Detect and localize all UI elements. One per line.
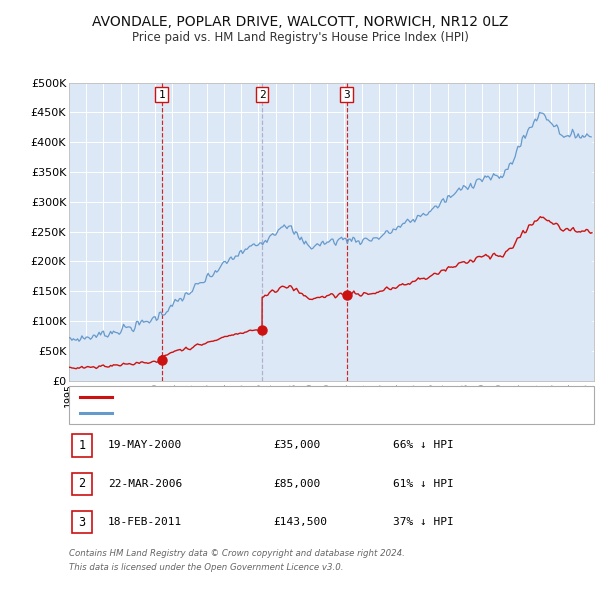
Text: £35,000: £35,000 xyxy=(273,441,320,450)
Text: Price paid vs. HM Land Registry's House Price Index (HPI): Price paid vs. HM Land Registry's House … xyxy=(131,31,469,44)
Text: 3: 3 xyxy=(79,516,85,529)
Text: 37% ↓ HPI: 37% ↓ HPI xyxy=(393,517,454,527)
Text: HPI: Average price, detached house, North Norfolk: HPI: Average price, detached house, Nort… xyxy=(119,408,407,418)
Text: £143,500: £143,500 xyxy=(273,517,327,527)
Text: AVONDALE, POPLAR DRIVE, WALCOTT, NORWICH, NR12 0LZ: AVONDALE, POPLAR DRIVE, WALCOTT, NORWICH… xyxy=(92,15,508,30)
Text: 22-MAR-2006: 22-MAR-2006 xyxy=(108,479,182,489)
Text: £85,000: £85,000 xyxy=(273,479,320,489)
Text: 3: 3 xyxy=(343,90,350,100)
Text: 61% ↓ HPI: 61% ↓ HPI xyxy=(393,479,454,489)
Text: 66% ↓ HPI: 66% ↓ HPI xyxy=(393,441,454,450)
Text: 2: 2 xyxy=(79,477,85,490)
Text: AVONDALE, POPLAR DRIVE, WALCOTT, NORWICH, NR12 0LZ (detached house): AVONDALE, POPLAR DRIVE, WALCOTT, NORWICH… xyxy=(119,392,513,402)
Text: 1: 1 xyxy=(158,90,165,100)
Text: Contains HM Land Registry data © Crown copyright and database right 2024.: Contains HM Land Registry data © Crown c… xyxy=(69,549,405,558)
Text: 1: 1 xyxy=(79,439,85,452)
Text: 18-FEB-2011: 18-FEB-2011 xyxy=(108,517,182,527)
Text: 2: 2 xyxy=(259,90,266,100)
Text: 19-MAY-2000: 19-MAY-2000 xyxy=(108,441,182,450)
Text: This data is licensed under the Open Government Licence v3.0.: This data is licensed under the Open Gov… xyxy=(69,563,343,572)
